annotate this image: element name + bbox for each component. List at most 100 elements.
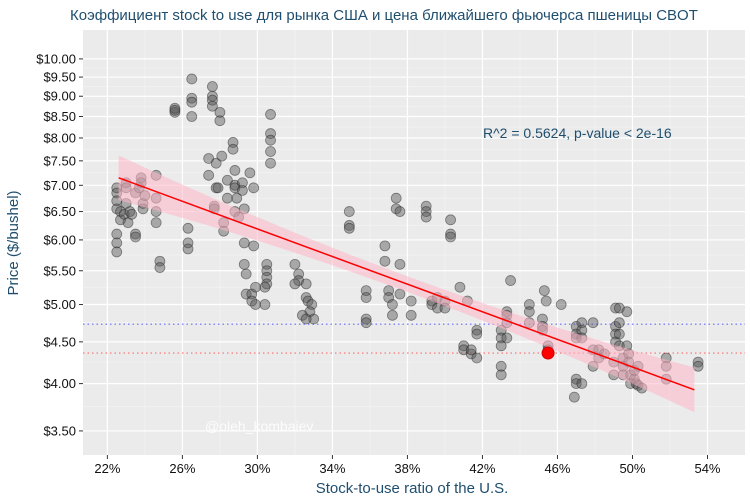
current-point: [541, 346, 555, 360]
data-point: [360, 292, 372, 303]
data-point: [613, 328, 625, 340]
data-point: [169, 104, 181, 116]
data-point: [182, 243, 194, 255]
data-point: [587, 317, 599, 329]
data-point: [300, 313, 312, 325]
data-point: [420, 206, 432, 217]
data-point: [265, 134, 276, 146]
data-point: [471, 352, 483, 364]
data-point: [182, 237, 194, 249]
data-point: [568, 391, 580, 403]
data-point: [570, 321, 582, 332]
data-point: [621, 306, 633, 318]
y-tick-label: $10.00: [36, 51, 76, 66]
y-tick-label: $7.50: [43, 153, 76, 168]
data-point: [250, 299, 261, 310]
data-point: [214, 115, 226, 127]
x-axis-title: Stock-to-use ratio of the U.S.: [316, 480, 509, 497]
x-tick-label: 34%: [319, 461, 345, 476]
y-tick-label: $4.50: [43, 334, 76, 349]
data-point: [454, 281, 466, 293]
data-point: [445, 228, 456, 240]
data-point: [387, 299, 398, 310]
data-point: [210, 157, 222, 169]
x-tick-label: 54%: [694, 461, 720, 476]
data-point: [394, 206, 406, 217]
x-tick-label: 42%: [469, 461, 495, 476]
data-point: [420, 200, 432, 212]
data-point: [360, 313, 372, 325]
y-axis-title: Price ($/bushel): [5, 190, 22, 295]
x-tick-label: 22%: [94, 461, 120, 476]
data-point: [186, 96, 198, 108]
y-tick-label: $4.00: [43, 376, 76, 391]
data-point: [576, 378, 588, 389]
regression-line: [118, 177, 695, 391]
data-point: [540, 295, 552, 307]
data-point: [445, 231, 456, 243]
watermark: @oleh_kombaiev: [205, 418, 313, 434]
data-point: [445, 214, 456, 226]
data-point: [111, 246, 123, 258]
y-tick-label: $9.00: [43, 89, 76, 104]
data-point: [394, 258, 406, 270]
data-point: [465, 344, 477, 356]
data-point: [576, 317, 588, 329]
data-point: [186, 73, 198, 85]
data-point: [379, 255, 391, 267]
data-point: [206, 81, 218, 92]
data-point: [523, 306, 535, 318]
y-tick-label: $5.00: [43, 297, 76, 312]
data-point: [387, 309, 398, 321]
data-point: [343, 206, 355, 217]
data-point: [555, 299, 567, 310]
y-axis-ticks: $3.50 $4.00 $4.50 $5.00 $5.50 $6.00 $6.50 $7.00…: [36, 51, 83, 438]
data-point: [238, 237, 250, 249]
x-axis-ticks: 22% 26% 30% 34% 38% 42% 46% 50% 54%: [94, 455, 721, 476]
data-point: [238, 258, 250, 270]
data-point: [203, 169, 215, 181]
data-point: [613, 317, 625, 329]
y-tick-label: $8.50: [43, 109, 76, 124]
data-point: [222, 174, 233, 186]
data-point: [610, 302, 622, 314]
data-point: [495, 360, 507, 372]
data-point: [390, 192, 402, 204]
data-point: [154, 255, 166, 267]
data-point: [420, 211, 432, 223]
data-point: [495, 369, 507, 381]
data-point: [237, 184, 248, 196]
data-point: [250, 281, 261, 293]
data-point: [111, 228, 123, 240]
data-point: [186, 111, 198, 122]
data-point: [186, 92, 198, 104]
data-point: [231, 192, 243, 204]
data-point: [248, 182, 260, 194]
data-point: [216, 150, 228, 162]
x-tick-label: 50%: [619, 461, 645, 476]
grid-minor: [83, 30, 745, 455]
data-point: [206, 100, 218, 112]
y-tick-label: $5.50: [43, 263, 76, 278]
data-point: [222, 192, 233, 204]
data-point: [289, 278, 301, 290]
data-point: [259, 281, 271, 293]
x-tick-label: 38%: [394, 461, 420, 476]
y-tick-label: $7.00: [43, 178, 76, 193]
data-point: [130, 228, 141, 240]
data-point: [206, 94, 218, 106]
data-point: [308, 313, 320, 325]
data-point: [471, 328, 483, 340]
data-point: [501, 332, 513, 344]
data-point: [126, 208, 138, 220]
y-tick-label: $6.50: [43, 204, 76, 219]
data-point: [214, 106, 226, 118]
data-point: [212, 182, 224, 194]
data-point: [692, 360, 704, 372]
data-point: [259, 299, 271, 310]
data-point: [405, 309, 417, 321]
chart-title: Коэффициент stock to use для рынка США и…: [70, 7, 698, 24]
data-point: [240, 268, 252, 280]
data-point: [154, 262, 166, 273]
data-point: [289, 258, 301, 270]
